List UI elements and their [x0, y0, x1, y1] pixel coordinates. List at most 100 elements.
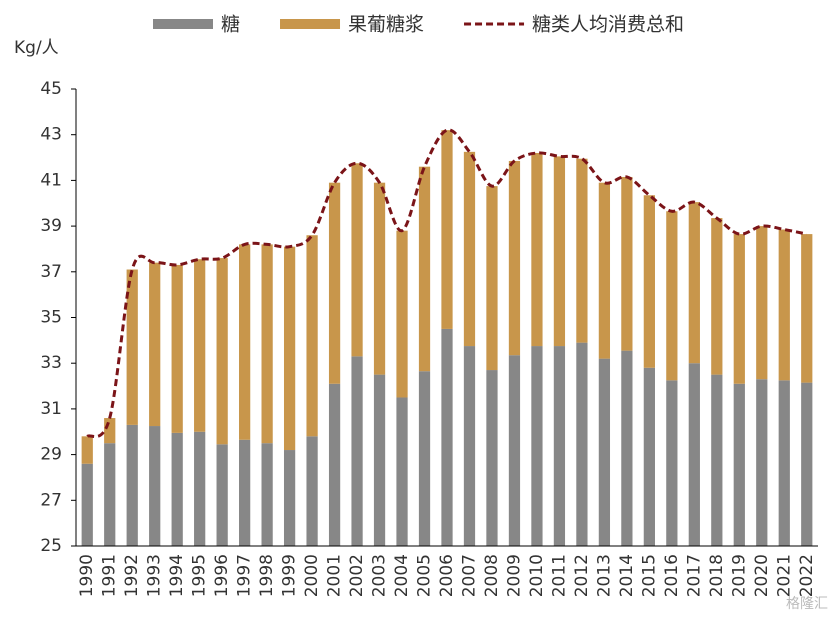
x-tick-label: 2012 [572, 554, 592, 597]
y-tick-label: 35 [40, 308, 62, 328]
bar-segment [81, 463, 93, 546]
bar-segment [531, 152, 543, 347]
bar-segment [508, 160, 521, 356]
bar-segment [104, 418, 116, 444]
x-tick-label: 1994 [167, 554, 187, 597]
bar-segment [756, 226, 768, 380]
bar-segment [216, 258, 228, 445]
x-tick-label: 2017 [684, 554, 704, 597]
bar-segment [81, 436, 93, 464]
x-tick-label: 1995 [190, 554, 210, 597]
bar-segment [598, 358, 611, 546]
bar-segment [733, 234, 745, 384]
bar-segment [778, 229, 790, 381]
bar-segment [126, 424, 138, 546]
x-tick-label: 1998 [257, 554, 277, 597]
bar-segment [216, 444, 228, 546]
bar-segment [306, 235, 318, 437]
x-tick-label: 1997 [235, 554, 255, 597]
bar-segment [576, 342, 588, 546]
x-tick-label: 2006 [437, 554, 457, 597]
x-tick-label: 2021 [774, 554, 794, 597]
legend-swatch [280, 19, 341, 29]
y-tick-label: 45 [40, 79, 62, 99]
bar-segment [598, 182, 611, 359]
x-tick-label: 1990 [77, 554, 97, 597]
x-tick-label: 1993 [145, 554, 165, 597]
bar-segment [688, 363, 700, 546]
y-tick-label: 37 [40, 262, 62, 282]
bar-segment [194, 259, 206, 432]
bar-segment [711, 374, 723, 546]
y-tick-label: 29 [40, 445, 62, 465]
bar-segment [239, 439, 251, 546]
bar-segment [396, 230, 408, 398]
bar-segment [351, 163, 363, 357]
bar-segment [261, 443, 273, 546]
bar-segment [171, 264, 183, 433]
bar-segment [149, 426, 161, 546]
bar-segment [396, 397, 408, 546]
bar-segment [239, 244, 251, 440]
bar-segment [688, 202, 700, 364]
y-tick-label: 27 [40, 490, 62, 510]
y-tick-label: 31 [40, 399, 62, 419]
x-tick-label: 2015 [639, 554, 659, 597]
x-tick-label: 2008 [482, 554, 502, 597]
x-tick-label: 1991 [100, 554, 120, 597]
bar-segment [801, 234, 813, 383]
bar-segment [283, 246, 296, 451]
bar-segment [778, 380, 790, 546]
bar-segment [463, 346, 476, 546]
x-tick-label: 2020 [752, 554, 772, 597]
bar-segment [283, 450, 296, 546]
bar-segment [373, 374, 386, 546]
bar-segment [441, 328, 453, 546]
bar-segment [373, 182, 386, 375]
legend-label: 果葡糖浆 [348, 14, 424, 36]
bar-segment [149, 262, 161, 427]
bar-segment [194, 431, 206, 546]
y-axis-label: Kg/人 [14, 38, 59, 58]
x-tick-label: 2009 [504, 554, 524, 597]
bar-segment [508, 355, 521, 546]
bar-segment [621, 350, 633, 546]
y-tick-label: 41 [40, 170, 62, 190]
bar-segment [126, 269, 138, 425]
bar-segment [553, 346, 566, 546]
legend-label: 糖 [221, 14, 240, 36]
bar-segment [171, 432, 183, 546]
bar-segment [261, 244, 273, 444]
bar-segment [643, 195, 655, 368]
bar-segment [351, 356, 363, 546]
x-tick-label: 2004 [392, 554, 412, 597]
bar-segment [328, 182, 341, 384]
bar-segment [531, 346, 543, 546]
legend-label: 糖类人均消费总和 [532, 14, 684, 36]
bar-segment [733, 383, 745, 546]
bar-segment [643, 367, 655, 546]
bar-segment [576, 158, 588, 343]
legend-swatch [153, 19, 213, 29]
bar-segment [486, 186, 498, 371]
bar-segment [711, 218, 723, 375]
bar-segment [666, 211, 678, 381]
x-tick-label: 1992 [122, 554, 142, 597]
x-tick-label: 1996 [212, 554, 232, 597]
x-tick-label: 2002 [347, 554, 367, 597]
x-tick-label: 2001 [325, 554, 345, 597]
x-tick-label: 2013 [594, 554, 614, 597]
watermark: 格隆汇 [786, 596, 828, 612]
y-tick-label: 43 [40, 125, 62, 145]
bar-segment [621, 176, 633, 351]
bar-segment [104, 443, 116, 546]
x-tick-label: 2005 [415, 554, 435, 597]
bar-segment [553, 156, 566, 347]
x-tick-label: 2018 [707, 554, 727, 597]
x-tick-label: 2022 [797, 554, 817, 597]
x-tick-label: 2003 [370, 554, 390, 597]
y-tick-label: 39 [40, 216, 62, 236]
x-tick-label: 2007 [459, 554, 479, 597]
y-tick-label: 33 [40, 353, 62, 373]
